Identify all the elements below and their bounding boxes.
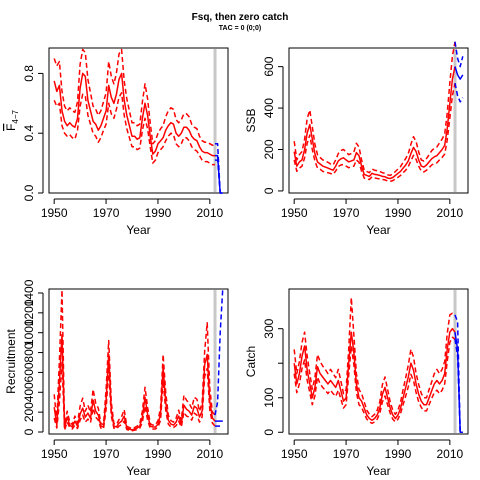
proj-upper-line bbox=[454, 41, 464, 68]
proj-median-line bbox=[454, 332, 463, 434]
y-tick-label: 0 bbox=[262, 187, 276, 194]
y-tick-label: 0 bbox=[262, 429, 276, 436]
y-tick-label: 200 bbox=[262, 139, 276, 159]
y-axis-title: SSB bbox=[244, 108, 258, 132]
hist-upper-line bbox=[53, 289, 216, 430]
x-axis-title: Year bbox=[126, 464, 150, 478]
hist-upper-line bbox=[293, 296, 456, 418]
hist-upper-line bbox=[53, 48, 215, 146]
y-tick-label: 400 bbox=[262, 98, 276, 118]
hist-lower-line bbox=[293, 83, 456, 183]
plot-frame bbox=[48, 288, 229, 435]
y-tick-label: 0.8 bbox=[22, 65, 36, 82]
panel-fbar: 1950 1970 1990 2010 0.0 0.4 0.8 Year F4−7 bbox=[4, 47, 229, 237]
x-tick-label: 2010 bbox=[196, 206, 223, 220]
x-tick-label: 2010 bbox=[196, 447, 223, 461]
x-tick-label: 1970 bbox=[93, 447, 120, 461]
y-tick-label: 400 bbox=[22, 382, 36, 402]
x-tick-label: 1970 bbox=[93, 206, 120, 220]
proj-upper-line bbox=[214, 287, 224, 416]
y-axis-title-main: F bbox=[4, 124, 18, 131]
panel-catch: 1950 1970 1990 2010 0 100 300 Year Catch bbox=[244, 288, 469, 478]
proj-lower-line bbox=[454, 83, 464, 103]
y-tick-label: 200 bbox=[22, 402, 36, 422]
x-axis-title: Year bbox=[366, 464, 390, 478]
x-tick-label: 1970 bbox=[333, 206, 360, 220]
y-axis-title: Recruitment bbox=[4, 328, 18, 393]
y-tick-label: 1400 bbox=[22, 279, 36, 306]
figure-subtitle: TAC = 0 (0;0) bbox=[219, 25, 261, 32]
hist-upper-line bbox=[293, 41, 456, 177]
x-tick-label: 1990 bbox=[385, 447, 412, 461]
x-tick-label: 2010 bbox=[436, 447, 463, 461]
y-tick-label: 1200 bbox=[22, 299, 36, 326]
hist-median-line bbox=[293, 66, 456, 180]
y-tick-label: 800 bbox=[22, 342, 36, 362]
hist-median-line bbox=[53, 333, 216, 431]
y-tick-label: 600 bbox=[262, 56, 276, 76]
plot-frame bbox=[288, 47, 469, 194]
y-tick-label: 1000 bbox=[22, 319, 36, 346]
x-tick-label: 2010 bbox=[436, 206, 463, 220]
x-tick-label: 1950 bbox=[41, 206, 68, 220]
x-tick-label: 1990 bbox=[145, 447, 172, 461]
x-tick-label: 1950 bbox=[281, 206, 308, 220]
x-tick-label: 1990 bbox=[145, 206, 172, 220]
proj-upper-line bbox=[454, 314, 463, 434]
figure-title: Fsq, then zero catch bbox=[192, 12, 289, 23]
y-tick-label: 100 bbox=[262, 387, 276, 407]
x-tick-label: 1950 bbox=[41, 447, 68, 461]
plot-frame bbox=[288, 288, 469, 435]
hist-lower-line bbox=[53, 361, 216, 432]
y-axis-title-sub: 4−7 bbox=[11, 109, 20, 123]
x-tick-label: 1970 bbox=[333, 447, 360, 461]
panel-rec: 1950 1970 1990 2010 0 400 800 1200 200 600 1000 140… bbox=[4, 279, 229, 478]
hist-median-line bbox=[53, 72, 215, 157]
x-axis-title: Year bbox=[126, 223, 150, 237]
hist-lower-line bbox=[293, 336, 456, 425]
hist-lower-line bbox=[53, 92, 215, 166]
y-axis-title: F4−7 bbox=[4, 109, 20, 130]
panel-ssb: 1950 1970 1990 2010 0 200 400 600 Year SSB bbox=[244, 41, 469, 237]
x-tick-label: 1990 bbox=[385, 206, 412, 220]
proj-median-line bbox=[215, 154, 223, 194]
y-tick-label: 0.4 bbox=[22, 125, 36, 142]
panels-group: 1950 1970 1990 2010 0.0 0.4 0.8 Year F4−7 1950 197… bbox=[4, 41, 469, 478]
proj-median-line bbox=[454, 66, 464, 80]
y-axis-title: Catch bbox=[244, 346, 258, 377]
y-tick-label: 300 bbox=[262, 318, 276, 338]
plot-frame bbox=[48, 47, 229, 194]
x-tick-label: 1950 bbox=[281, 447, 308, 461]
y-tick-label: 600 bbox=[22, 362, 36, 382]
x-axis-title: Year bbox=[366, 223, 390, 237]
hist-median-line bbox=[293, 327, 456, 421]
y-tick-label: 0 bbox=[22, 428, 36, 435]
proj-lower-line bbox=[454, 338, 463, 434]
y-tick-label: 0.0 bbox=[22, 184, 36, 201]
